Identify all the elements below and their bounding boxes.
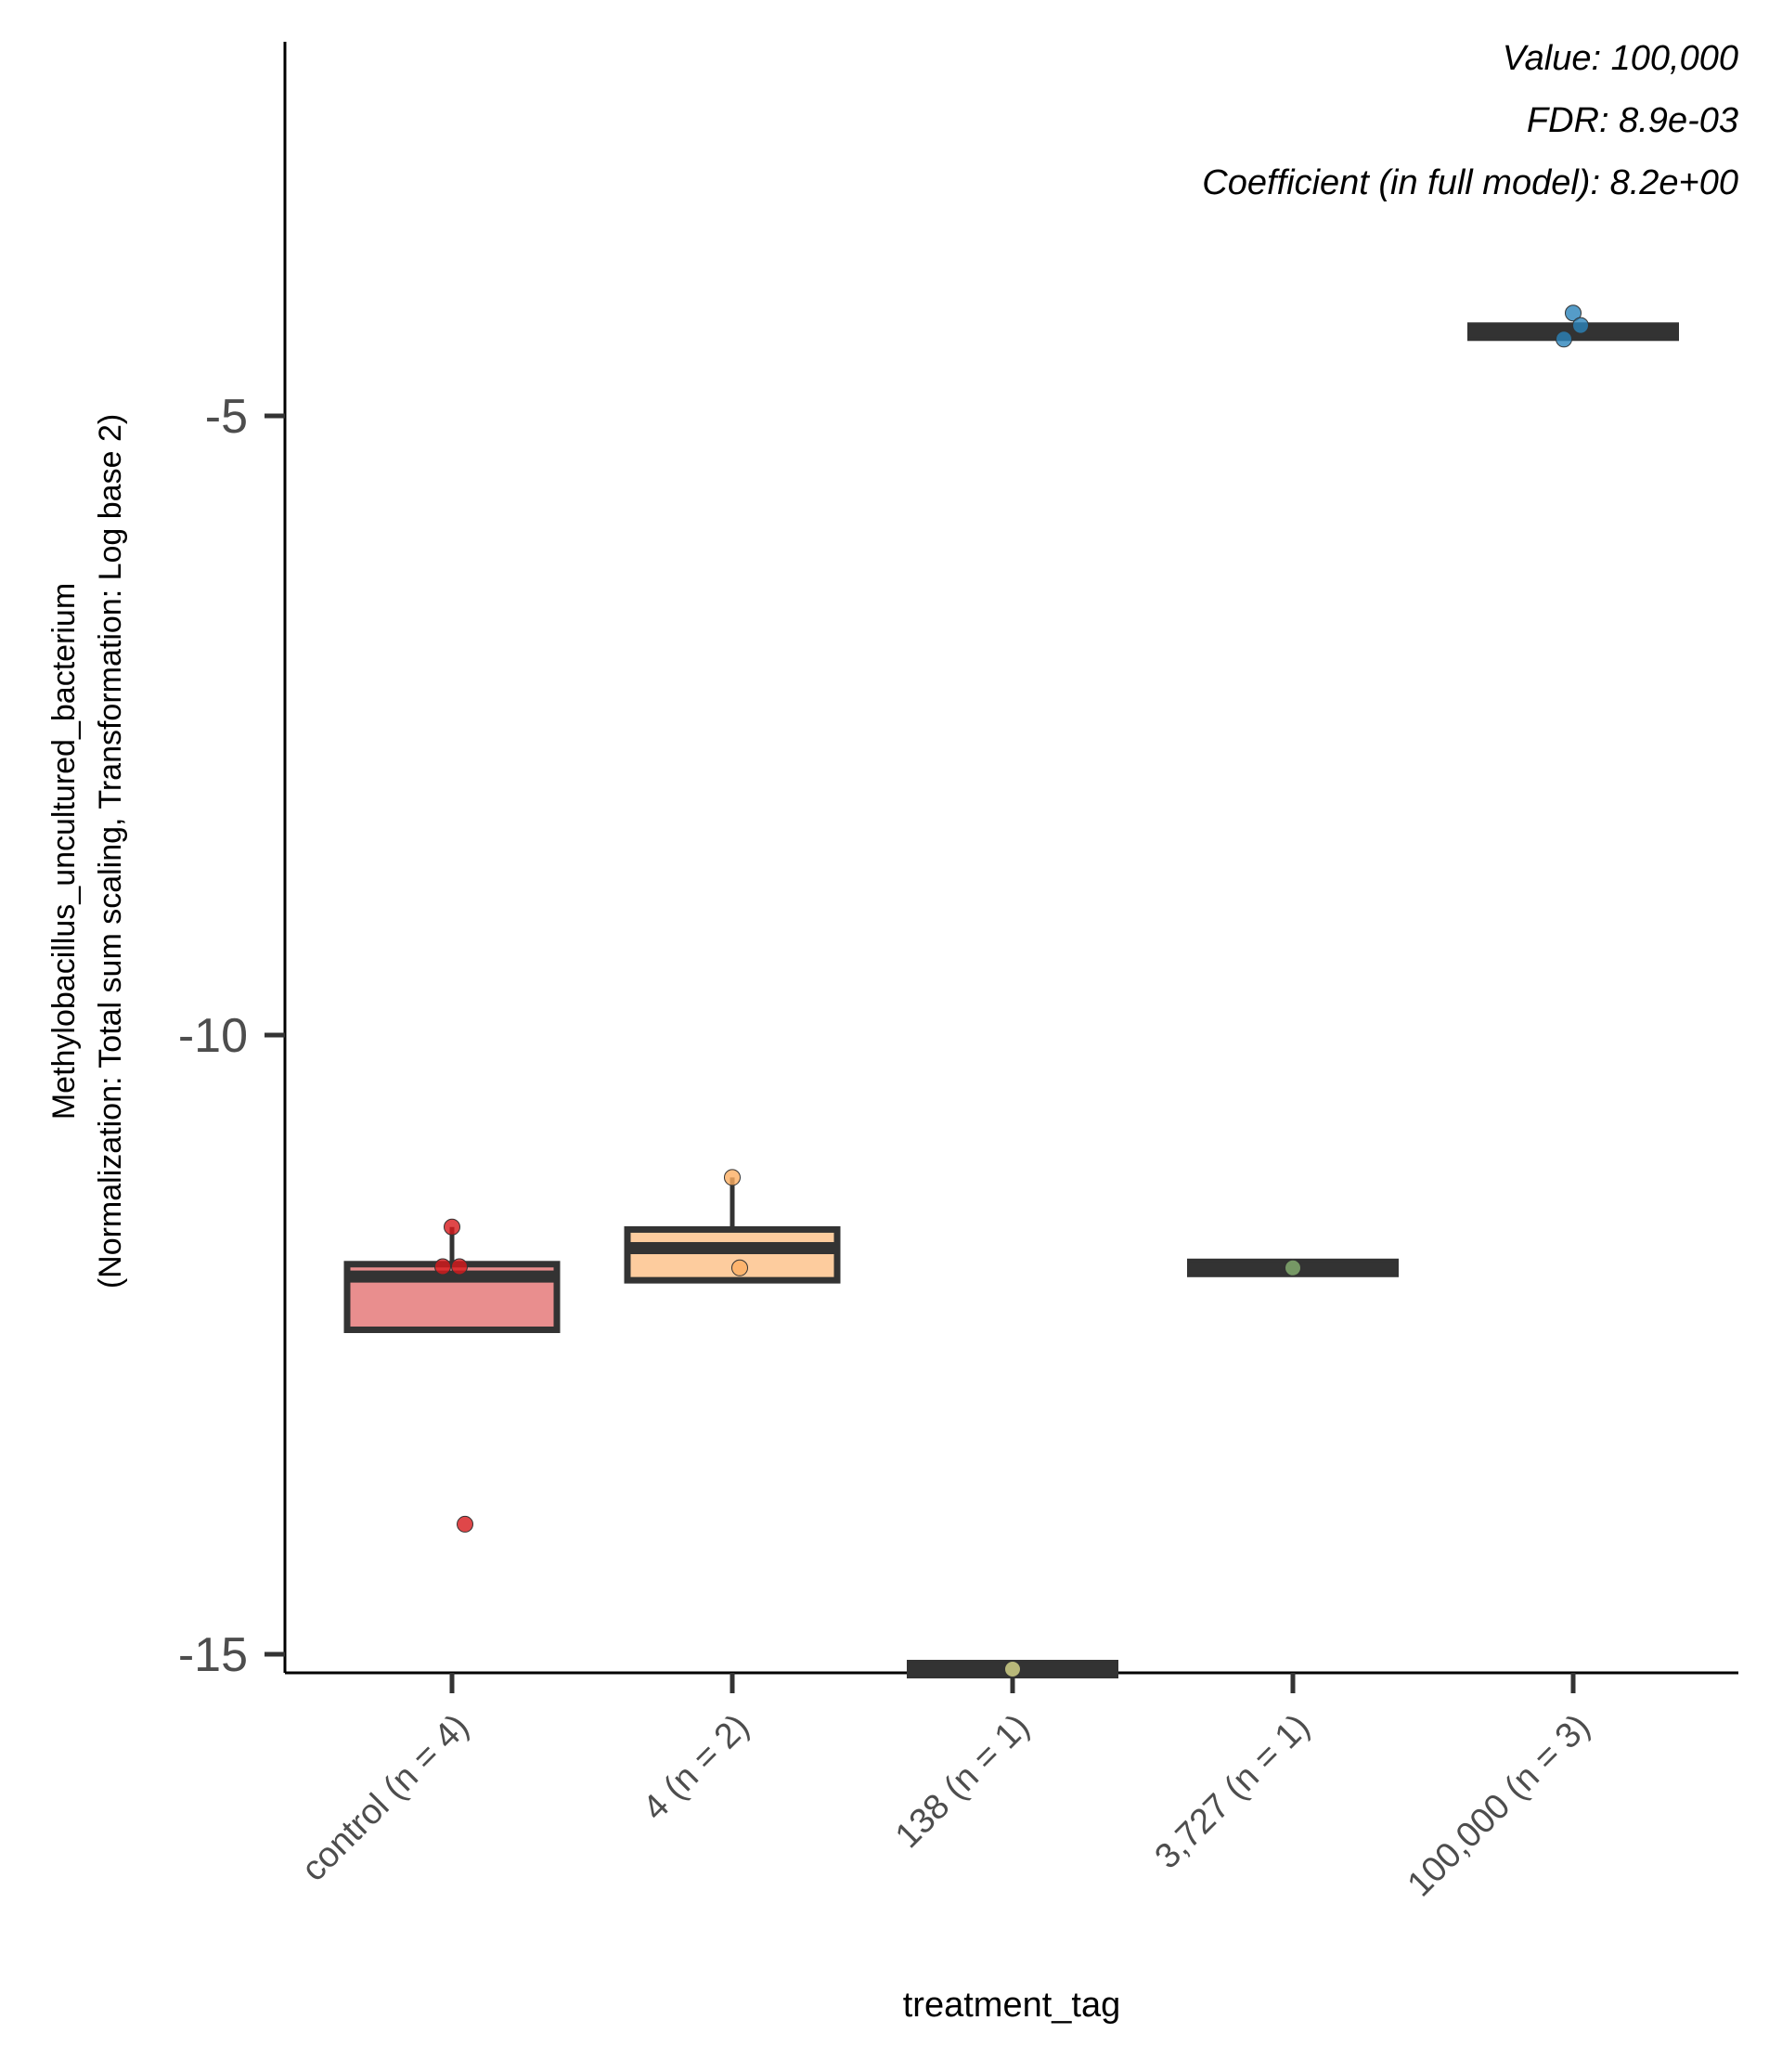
data-point — [731, 1259, 748, 1276]
box-group — [1187, 1258, 1399, 1277]
data-point — [457, 1515, 473, 1533]
x-tick-label: control (n = 4) — [294, 1707, 476, 1889]
x-tick-label: 4 (n = 2) — [636, 1707, 757, 1829]
data-point — [434, 1258, 451, 1276]
x-tick-label: 138 (n = 1) — [888, 1707, 1037, 1856]
y-axis-title-line2: (Normalization: Total sum scaling, Trans… — [93, 414, 128, 1289]
box-group — [624, 1169, 841, 1284]
x-axis-title: treatment_tag — [903, 1986, 1120, 2025]
data-point — [1565, 304, 1582, 322]
data-point — [1556, 330, 1572, 348]
box-group — [343, 1218, 561, 1533]
x-tick-label: 3,727 (n = 1) — [1148, 1707, 1318, 1877]
y-axis-title-line1: Methylobacillus_uncultured_bacterium — [46, 583, 82, 1120]
data-point — [724, 1169, 741, 1186]
annotation-text: FDR: 8.9e-03 — [1527, 101, 1738, 140]
data-point — [451, 1258, 468, 1276]
annotation-text: Coefficient (in full model): 8.2e+00 — [1202, 163, 1738, 202]
annotations: Value: 100,000 FDR: 8.9e-03 Coefficient (i… — [1202, 39, 1738, 202]
box-group — [1467, 304, 1679, 348]
data-point — [1004, 1661, 1021, 1678]
box-group — [907, 1660, 1118, 1679]
y-tick-label: -15 — [178, 1628, 248, 1682]
x-tick-label: 100,000 (n = 3) — [1401, 1707, 1598, 1905]
data-point — [1285, 1259, 1301, 1276]
y-axis-title: Methylobacillus_uncultured_bacterium (No… — [46, 414, 128, 1289]
y-tick-label: -10 — [178, 1009, 248, 1063]
y-tick-label: -5 — [205, 390, 248, 444]
data-point — [444, 1218, 460, 1236]
annotation-text: Value: 100,000 — [1503, 39, 1738, 78]
data-point — [1572, 317, 1589, 334]
plot-area: -5 -10 -15 control (n = 4) 4 (n = 2) 138 (n =… — [178, 42, 1738, 1904]
box — [624, 1225, 841, 1284]
